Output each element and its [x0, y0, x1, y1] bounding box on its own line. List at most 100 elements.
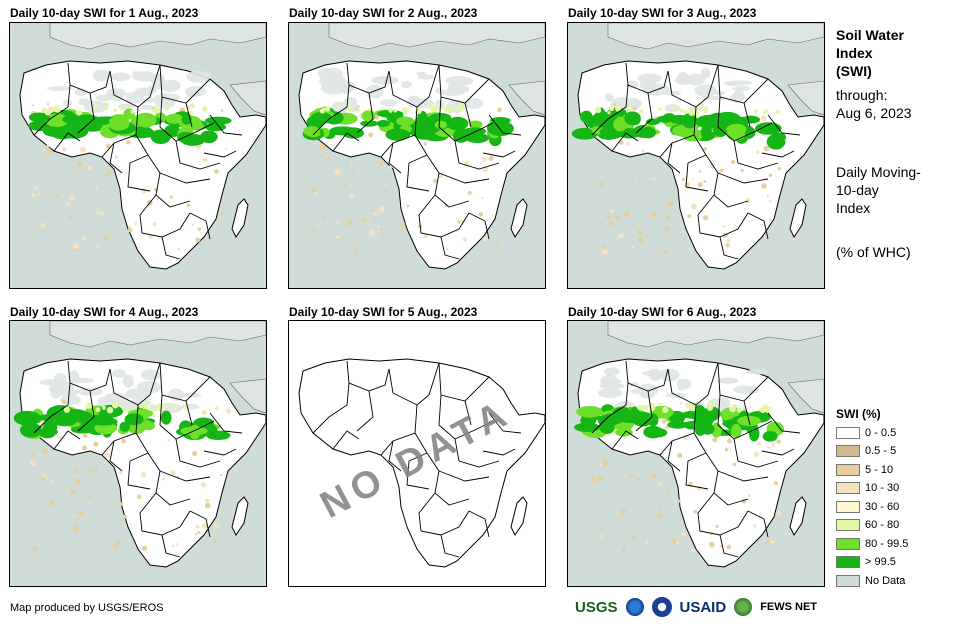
moderate-patch	[662, 406, 669, 414]
noaa-logo-icon	[625, 598, 644, 616]
moderate-patch	[324, 106, 331, 112]
country-border	[101, 404, 139, 456]
dry-speckle	[201, 410, 207, 416]
panel-title-3: Daily 10-day SWI for 3 Aug., 2023	[568, 6, 757, 20]
dry-speckle	[677, 499, 681, 503]
moderate-patch	[347, 105, 353, 112]
wet-band-patch	[164, 124, 179, 136]
wet-band-patch	[624, 111, 641, 126]
dry-speckle	[377, 225, 381, 229]
dry-speckle	[478, 212, 484, 217]
legend-swatch	[836, 574, 860, 587]
dry-speckle	[127, 227, 133, 233]
dry-speckle	[658, 505, 662, 509]
dry-speckle	[626, 141, 630, 146]
africa-landmass	[577, 60, 824, 270]
wet-band-patch	[395, 116, 415, 126]
dry-speckle	[652, 177, 657, 181]
moderate-patch	[673, 105, 678, 110]
dry-speckle	[58, 436, 62, 440]
wet-band-patch	[667, 420, 688, 429]
moderate-patch	[52, 105, 60, 113]
country-border	[77, 390, 95, 432]
wet-band-patch	[446, 116, 469, 131]
map-panel-4	[9, 320, 267, 587]
dry-speckle	[352, 248, 358, 254]
dry-speckle	[661, 419, 667, 424]
country-border	[761, 448, 795, 456]
dry-speckle	[372, 211, 377, 216]
dry-speckle	[602, 460, 609, 467]
moderate-patch	[130, 110, 135, 114]
dry-speckle	[600, 534, 604, 538]
dry-speckle	[724, 447, 729, 452]
dry-speckle	[423, 142, 428, 146]
country-border	[418, 194, 470, 238]
dry-speckle	[350, 240, 354, 245]
nodata-patch	[139, 98, 166, 103]
dry-speckle	[350, 193, 355, 198]
wet-band-patch	[385, 128, 410, 141]
dry-speckle	[702, 215, 709, 221]
dry-speckle	[322, 216, 327, 220]
moderate-patch	[120, 106, 124, 111]
madagascar-landmass	[789, 496, 807, 536]
country-border	[697, 194, 749, 238]
country-border	[659, 106, 697, 158]
nodata-patch	[626, 80, 639, 89]
nodata-patch	[317, 67, 344, 81]
country-border	[159, 362, 211, 402]
wet-band-patch	[310, 112, 332, 125]
dry-speckle	[631, 536, 636, 541]
country-border	[733, 140, 779, 170]
dry-speckle	[651, 473, 657, 478]
dry-speckle	[753, 523, 757, 528]
nodata-patch	[746, 369, 769, 375]
dry-speckle	[641, 149, 645, 153]
europe-landmass	[328, 23, 545, 50]
dry-speckle	[335, 235, 340, 239]
legend-label: 10 - 30	[865, 482, 900, 494]
wet-band-patch	[108, 116, 130, 131]
wet-band-patch	[90, 417, 118, 426]
desc-line3: Index	[836, 200, 871, 216]
moderate-patch	[753, 108, 759, 114]
wet-band-patch	[134, 130, 157, 138]
moderate-patch	[679, 108, 684, 113]
dry-speckle	[620, 514, 624, 518]
country-border	[733, 438, 779, 468]
nodata-patch	[629, 382, 640, 388]
country-border	[591, 382, 629, 434]
country-border	[747, 510, 769, 538]
country-border	[203, 150, 237, 158]
country-border	[53, 430, 81, 450]
nodata-patch	[597, 388, 623, 398]
dry-speckle	[732, 462, 737, 467]
dry-speckle	[657, 542, 660, 546]
dry-speckle	[599, 463, 603, 467]
wet-band-patch	[141, 421, 156, 431]
moderate-patch	[706, 402, 714, 410]
dry-speckle	[760, 115, 767, 122]
wet-band-patch	[119, 421, 131, 432]
dry-speckle	[715, 524, 719, 528]
nodata-patch	[184, 85, 207, 97]
dry-speckle	[497, 107, 502, 113]
dry-speckle	[481, 157, 487, 163]
dry-speckle	[127, 225, 132, 229]
dry-speckle	[608, 221, 614, 226]
nodata-patch	[125, 91, 152, 97]
moderate-patch	[141, 402, 149, 410]
wet-band-patch	[748, 425, 760, 442]
wet-band-patch	[42, 125, 67, 137]
dry-speckle	[620, 232, 625, 237]
dry-speckle	[189, 103, 195, 109]
moderate-patch	[615, 105, 622, 112]
dry-speckle	[462, 237, 468, 242]
dry-speckle	[726, 238, 731, 243]
dry-speckle	[645, 540, 649, 545]
dry-speckle	[220, 473, 223, 477]
dry-speckle	[202, 157, 208, 163]
dry-speckle	[648, 177, 653, 181]
moderate-patch	[153, 106, 161, 114]
